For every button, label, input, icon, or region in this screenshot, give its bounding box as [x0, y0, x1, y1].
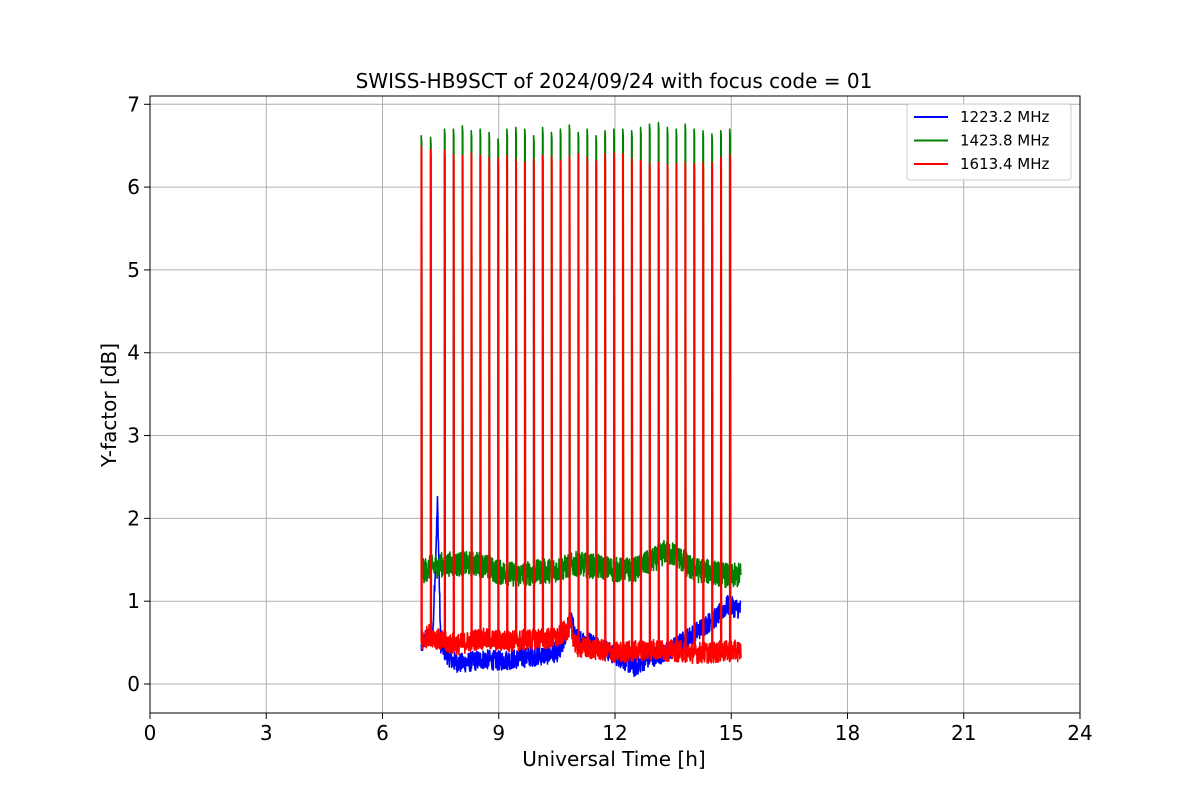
legend-label: 1613.4 MHz — [960, 155, 1049, 173]
x-tick-label: 15 — [719, 721, 744, 745]
y-tick-label: 1 — [127, 589, 140, 613]
y-tick-label: 0 — [127, 672, 140, 696]
x-axis-label: Universal Time [h] — [522, 747, 705, 771]
x-tick-label: 6 — [376, 721, 389, 745]
plot-frame — [149, 95, 1081, 714]
x-tick-label: 21 — [951, 721, 976, 745]
legend: 1223.2 MHz 1423.8 MHz 1613.4 MHz — [906, 103, 1072, 181]
y-tick-label: 5 — [127, 258, 140, 282]
x-tick-label: 18 — [835, 721, 860, 745]
legend-entries: 1223.2 MHz 1423.8 MHz 1613.4 MHz — [914, 108, 1049, 173]
plot-series — [420, 121, 742, 678]
y-tick-label: 7 — [127, 92, 140, 116]
y-tick-label: 2 — [127, 506, 140, 530]
y-axis-ticks: 0 1 2 3 4 5 6 7 — [127, 92, 150, 696]
legend-label: 1223.2 MHz — [960, 108, 1049, 126]
chart-title: SWISS-HB9SCT of 2024/09/24 with focus co… — [356, 69, 873, 93]
y-tick-label: 3 — [127, 424, 140, 448]
y-tick-label: 4 — [127, 341, 140, 365]
legend-label: 1423.8 MHz — [960, 132, 1049, 150]
series-line-1613-4-mhz — [420, 144, 742, 665]
x-tick-label: 3 — [260, 721, 273, 745]
x-tick-label: 9 — [492, 721, 505, 745]
series-line-1423-8-mhz — [420, 121, 742, 589]
y-axis-label: Y-factor [dB] — [97, 343, 121, 468]
x-tick-label: 0 — [144, 721, 157, 745]
x-axis-ticks: 0 3 6 9 12 15 18 21 24 — [144, 713, 1093, 745]
x-tick-label: 24 — [1067, 721, 1092, 745]
y-tick-label: 6 — [127, 175, 140, 199]
x-tick-label: 12 — [602, 721, 627, 745]
legend-box — [906, 103, 1072, 181]
